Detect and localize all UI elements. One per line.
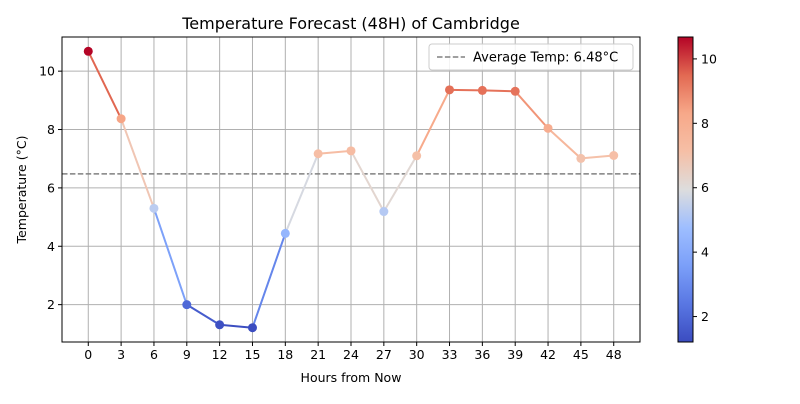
x-axis-ticks: 0 3 6 9 12 15 18 21 24 27 30 33 36 39 42 45 48: [84, 342, 622, 362]
legend-label: Average Temp: 6.48°C: [473, 51, 618, 66]
x-tick-label: 27: [376, 347, 392, 362]
grid-lines: [62, 37, 640, 342]
x-tick-label: 9: [183, 347, 191, 362]
data-point: [510, 86, 520, 96]
data-point: [116, 114, 126, 124]
series-line-segment: [350, 149, 385, 213]
chart-title: Temperature Forecast (48H) of Cambridge: [181, 14, 520, 33]
colorbar-tick-label: 4: [701, 245, 709, 260]
colorbar-gradient: [677, 36, 694, 343]
x-tick-label: 6: [150, 347, 158, 362]
x-tick-label: 30: [409, 347, 425, 362]
data-point: [379, 207, 389, 217]
data-point: [609, 150, 619, 160]
y-tick-label: 2: [47, 297, 55, 312]
series-points: [83, 46, 619, 333]
series-line-segments: [87, 50, 615, 329]
legend: Average Temp: 6.48°C: [428, 43, 634, 71]
series-line-segment: [514, 90, 550, 130]
x-tick-label: 39: [507, 347, 523, 362]
data-point: [346, 146, 356, 156]
data-point: [445, 85, 455, 95]
colorbar-tick-label: 8: [701, 116, 709, 131]
y-tick-label: 6: [47, 180, 55, 195]
series-line-segment: [87, 50, 123, 120]
x-tick-label: 0: [84, 347, 92, 362]
colorbar-ticks: 2 4 6 8 10: [693, 51, 717, 324]
data-point: [182, 300, 192, 310]
series-line-segment: [284, 152, 320, 235]
colorbar-tick-label: 2: [701, 309, 709, 324]
data-point: [543, 123, 553, 133]
series-line-segment: [120, 117, 155, 210]
x-tick-label: 45: [573, 347, 589, 362]
x-tick-label: 21: [310, 347, 326, 362]
x-tick-label: 33: [442, 347, 458, 362]
x-tick-label: 15: [245, 347, 261, 362]
y-tick-label: 4: [47, 239, 55, 254]
x-tick-label: 36: [474, 347, 490, 362]
data-point: [247, 323, 257, 333]
series-line-segment: [547, 127, 582, 160]
x-tick-label: 12: [212, 347, 228, 362]
x-tick-label: 18: [277, 347, 293, 362]
y-axis-ticks: 2 4 6 8 10: [39, 64, 62, 312]
data-point: [83, 46, 93, 56]
series-line-segment: [317, 149, 352, 155]
data-point: [149, 203, 159, 213]
x-tick-label: 3: [117, 347, 125, 362]
data-point: [477, 85, 487, 95]
series-line-segment: [185, 303, 221, 326]
y-tick-label: 8: [47, 122, 55, 137]
colorbar: 2 4 6 8 10: [677, 36, 717, 343]
data-point: [280, 228, 290, 238]
series-line-segment: [579, 154, 615, 160]
x-tick-label: 48: [606, 347, 622, 362]
legend-box: [428, 43, 634, 71]
y-tick-label: 10: [39, 64, 55, 79]
data-point: [313, 149, 323, 159]
series-line-segment: [415, 88, 451, 157]
series-line-segment: [218, 323, 254, 329]
x-tick-label: 24: [343, 347, 359, 362]
series-line-segment: [481, 89, 517, 93]
x-tick-label: 42: [540, 347, 556, 362]
data-point: [576, 153, 586, 163]
data-point: [412, 151, 422, 161]
x-axis-label: Hours from Now: [301, 370, 402, 385]
series-line-segment: [448, 88, 484, 92]
data-point: [215, 320, 225, 330]
series-line-segment: [382, 154, 418, 213]
y-axis-label: Temperature (°C): [14, 136, 29, 245]
colorbar-tick-label: 10: [701, 51, 717, 66]
series-line-segment: [251, 232, 287, 329]
series-line-segment: [152, 207, 188, 306]
colorbar-tick-label: 6: [701, 180, 709, 195]
